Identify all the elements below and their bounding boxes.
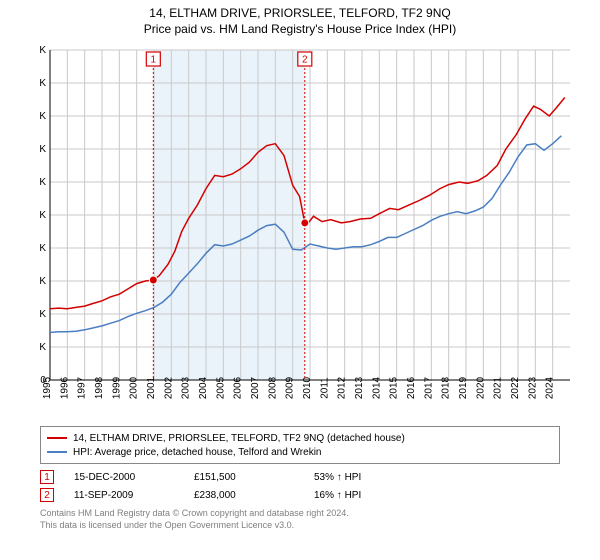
sales-table: 1 15-DEC-2000£151,50053% ↑ HPI 2 11-SEP-200…	[40, 468, 560, 504]
legend-swatch	[47, 451, 67, 453]
attribution-line-1: Contains HM Land Registry data © Crown c…	[40, 508, 560, 520]
y-tick-label: £400K	[40, 111, 46, 122]
chart-svg: £0£50K£100K£150K£200K£250K£300K£350K£400…	[40, 40, 580, 420]
legend-row: HPI: Average price, detached house, Telf…	[47, 445, 553, 459]
sales-price: £151,500	[194, 472, 314, 483]
y-tick-label: £250K	[40, 210, 46, 221]
sales-marker: 1	[40, 470, 54, 484]
attribution: Contains HM Land Registry data © Crown c…	[40, 508, 560, 531]
legend-row: 14, ELTHAM DRIVE, PRIORSLEE, TELFORD, TF…	[47, 431, 553, 445]
sales-delta: 16% ↑ HPI	[314, 490, 434, 501]
y-tick-label: £350K	[40, 144, 46, 155]
y-tick-label: £300K	[40, 177, 46, 188]
marker-number: 1	[151, 55, 157, 66]
sales-price: £238,000	[194, 490, 314, 501]
y-tick-label: £100K	[40, 309, 46, 320]
legend-label: HPI: Average price, detached house, Telf…	[73, 447, 322, 458]
legend: 14, ELTHAM DRIVE, PRIORSLEE, TELFORD, TF…	[40, 426, 560, 464]
y-tick-label: £500K	[40, 45, 46, 56]
y-tick-label: £50K	[40, 342, 46, 353]
sales-date: 15-DEC-2000	[74, 472, 194, 483]
attribution-line-2: This data is licensed under the Open Gov…	[40, 520, 560, 532]
marker-number: 2	[302, 55, 308, 66]
sale-dot	[149, 276, 157, 284]
series-line-1	[50, 136, 561, 333]
sales-delta: 53% ↑ HPI	[314, 472, 434, 483]
chart-title: 14, ELTHAM DRIVE, PRIORSLEE, TELFORD, TF…	[0, 0, 600, 20]
chart-subtitle: Price paid vs. HM Land Registry's House …	[0, 20, 600, 40]
sales-marker: 2	[40, 488, 54, 502]
sales-row: 1 15-DEC-2000£151,50053% ↑ HPI	[40, 468, 560, 486]
y-tick-label: £450K	[40, 78, 46, 89]
legend-swatch	[47, 437, 67, 439]
chart-area: £0£50K£100K£150K£200K£250K£300K£350K£400…	[40, 40, 600, 420]
sales-row: 2 11-SEP-2009£238,00016% ↑ HPI	[40, 486, 560, 504]
y-tick-label: £150K	[40, 276, 46, 287]
y-tick-label: £200K	[40, 243, 46, 254]
sale-dot	[301, 219, 309, 227]
sales-date: 11-SEP-2009	[74, 490, 194, 501]
legend-label: 14, ELTHAM DRIVE, PRIORSLEE, TELFORD, TF…	[73, 433, 405, 444]
